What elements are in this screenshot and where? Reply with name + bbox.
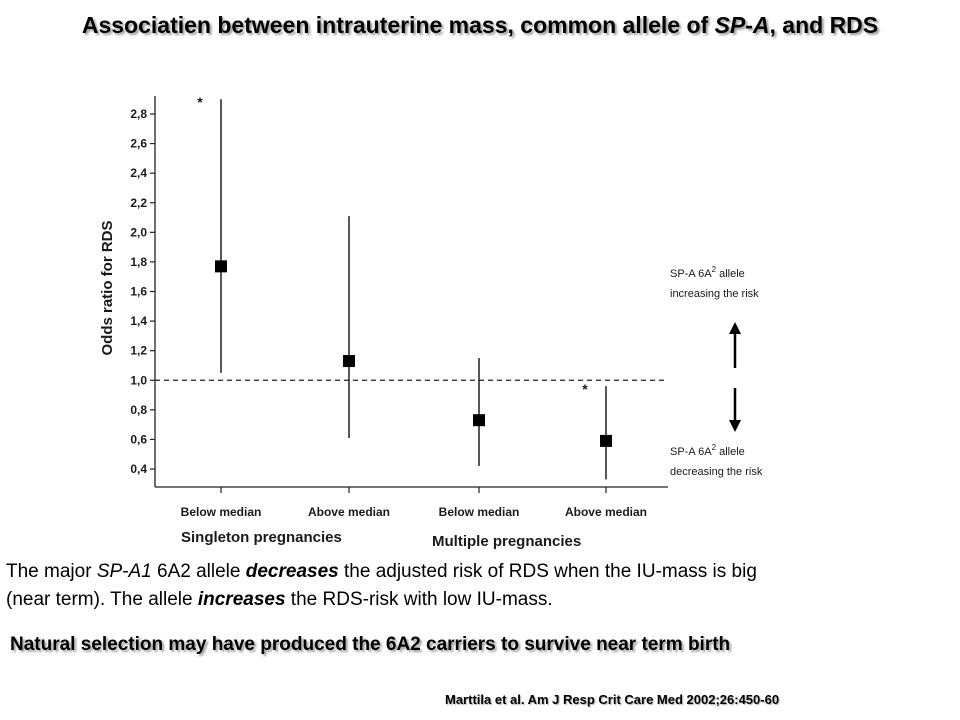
y-tick-label: 2,4 bbox=[130, 166, 147, 180]
y-tick-label: 1,8 bbox=[130, 255, 147, 269]
y-tick-label: 0,4 bbox=[130, 462, 147, 476]
arrow-up-icon bbox=[729, 322, 741, 368]
significance-marker: * bbox=[582, 381, 588, 397]
annotation-decreasing-line1: SP-A 6A2 allele bbox=[670, 443, 745, 458]
title-prefix: Associatien between intrauterine mass, c… bbox=[81, 12, 715, 38]
annotation-decreasing-line2: decreasing the risk bbox=[670, 466, 763, 478]
y-tick-label: 1,4 bbox=[130, 314, 147, 328]
y-tick-label: 2,6 bbox=[130, 137, 147, 151]
y-tick-label: 1,0 bbox=[130, 373, 147, 387]
annotation-increasing-line1: SP-A 6A2 allele bbox=[670, 265, 745, 280]
odds-ratio-point bbox=[473, 414, 485, 427]
y-tick-label: 1,2 bbox=[130, 344, 147, 358]
title-gene: SP-A bbox=[714, 12, 770, 38]
x-tick-label: Above median bbox=[308, 505, 390, 519]
x-tick-label: Below median bbox=[181, 505, 262, 519]
y-tick-label: 2,0 bbox=[130, 225, 147, 239]
y-tick-label: 2,2 bbox=[130, 196, 147, 210]
y-tick-label: 0,8 bbox=[130, 403, 147, 417]
conclusion-text: Natural selection may have produced the … bbox=[10, 634, 731, 655]
body-line-1: The major SP-A1 6A2 allele decreases the… bbox=[6, 561, 757, 582]
slide-title: Associatien between intrauterine mass, c… bbox=[0, 12, 960, 39]
group-label-singleton: Singleton pregnancies bbox=[181, 529, 342, 546]
odds-ratio-chart: 0,40,60,81,01,21,41,61,82,02,22,42,62,8 … bbox=[99, 94, 763, 550]
chart-marks: ** bbox=[197, 94, 612, 480]
odds-ratio-point bbox=[215, 260, 227, 273]
y-tick-label: 2,8 bbox=[130, 107, 147, 121]
odds-ratio-point bbox=[600, 434, 612, 447]
x-tick-label: Above median bbox=[565, 505, 647, 519]
title-suffix: , and RDS bbox=[769, 12, 879, 38]
group-label-multiple: Multiple pregnancies bbox=[432, 533, 581, 550]
citation: Marttila et al. Am J Resp Crit Care Med … bbox=[445, 692, 780, 707]
odds-ratio-point bbox=[343, 355, 355, 368]
y-tick-label: 1,6 bbox=[130, 285, 147, 299]
x-tick-label: Below median bbox=[439, 505, 520, 519]
x-axis: Below median Above median Below median Abov… bbox=[155, 486, 668, 519]
annotation-increasing-line2: increasing the risk bbox=[670, 288, 759, 300]
y-axis-label: Odds ratio for RDS bbox=[99, 220, 116, 355]
body-line-2: (near term). The allele increases the RD… bbox=[6, 589, 553, 610]
body-text: The major SP-A1 6A2 allele decreases the… bbox=[6, 558, 956, 614]
y-axis: 0,4 0,6 0,8 1,0 1,2 1,4 1,6 1,8 2,0 2,2 2,4 2,6 2,8 bbox=[130, 96, 156, 487]
arrow-down-icon bbox=[729, 388, 741, 432]
y-tick-label: 0,6 bbox=[130, 432, 147, 446]
significance-marker: * bbox=[197, 94, 203, 110]
